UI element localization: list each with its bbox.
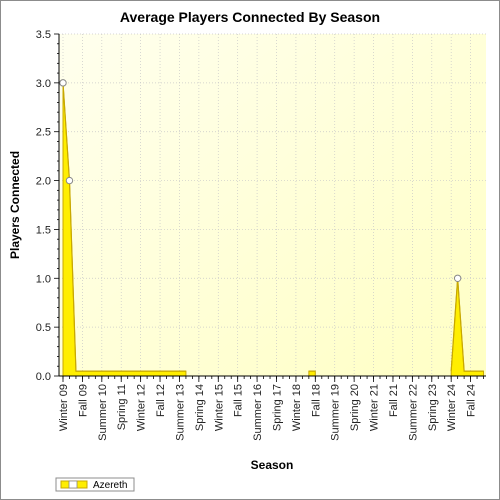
x-tick-label: Spring 17 (272, 384, 284, 431)
x-tick-label: Winter 09 (58, 384, 70, 431)
y-tick-label: 0.5 (36, 322, 51, 334)
legend: Azereth (55, 477, 135, 492)
x-tick-label: Spring 20 (349, 384, 361, 431)
x-tick-label: Winter 18 (291, 384, 303, 431)
x-tick-label: Fall 21 (388, 384, 400, 417)
series-area-segment (308, 370, 316, 377)
x-tick-label: Fall 15 (233, 384, 245, 417)
series-line-segment (450, 278, 484, 372)
y-tick-label: 0.0 (36, 371, 51, 383)
y-tick-label: 2.0 (36, 176, 51, 188)
x-axis-label: Season (251, 458, 294, 472)
data-point (65, 176, 74, 185)
y-tick-label: 3.5 (36, 29, 51, 41)
y-tick-label: 2.5 (36, 127, 51, 139)
x-tick-label: Fall 24 (466, 384, 478, 417)
x-tick-label: Summer 22 (407, 384, 419, 441)
chart-title: Average Players Connected By Season (120, 9, 380, 25)
x-tick-label: Winter 21 (369, 384, 381, 431)
x-tick-label: Spring 14 (194, 384, 206, 431)
x-tick-label: Summer 19 (330, 384, 342, 441)
y-tick-label: 1.5 (36, 224, 51, 236)
legend-label: Azereth (93, 480, 127, 491)
axes (54, 33, 486, 382)
plot-area (59, 34, 486, 376)
legend-marker (68, 480, 78, 489)
x-tick-label: Winter 24 (446, 384, 458, 431)
y-tick-label: 3.0 (36, 78, 51, 90)
x-tick-label: Spring 11 (116, 384, 128, 430)
x-tick-label: Fall 09 (77, 384, 89, 417)
x-tick-label: Summer 16 (252, 384, 264, 441)
x-tick-label: Winter 15 (213, 384, 225, 431)
x-tick-label: Spring 23 (427, 384, 439, 431)
series-layer (59, 79, 485, 377)
series-line-segment (62, 82, 186, 372)
x-tick-label: Winter 12 (136, 384, 148, 431)
y-tick-labels: 0.0 0.5 1.0 1.5 2.0 2.5 3.0 3.5 (36, 29, 51, 383)
x-tick-labels: Winter 09 Fall 09 Summer 10 Spring 11 Winter… (58, 384, 478, 441)
x-tick-label: Fall 18 (310, 384, 322, 417)
data-point (59, 79, 67, 87)
x-tick-label: Fall 12 (155, 384, 167, 417)
data-point (453, 274, 462, 282)
y-tick-label: 1.0 (36, 273, 51, 285)
y-axis-label: Players Connected (8, 151, 22, 259)
x-tick-label: Summer 10 (97, 384, 109, 441)
x-tick-label: Summer 13 (174, 384, 186, 441)
